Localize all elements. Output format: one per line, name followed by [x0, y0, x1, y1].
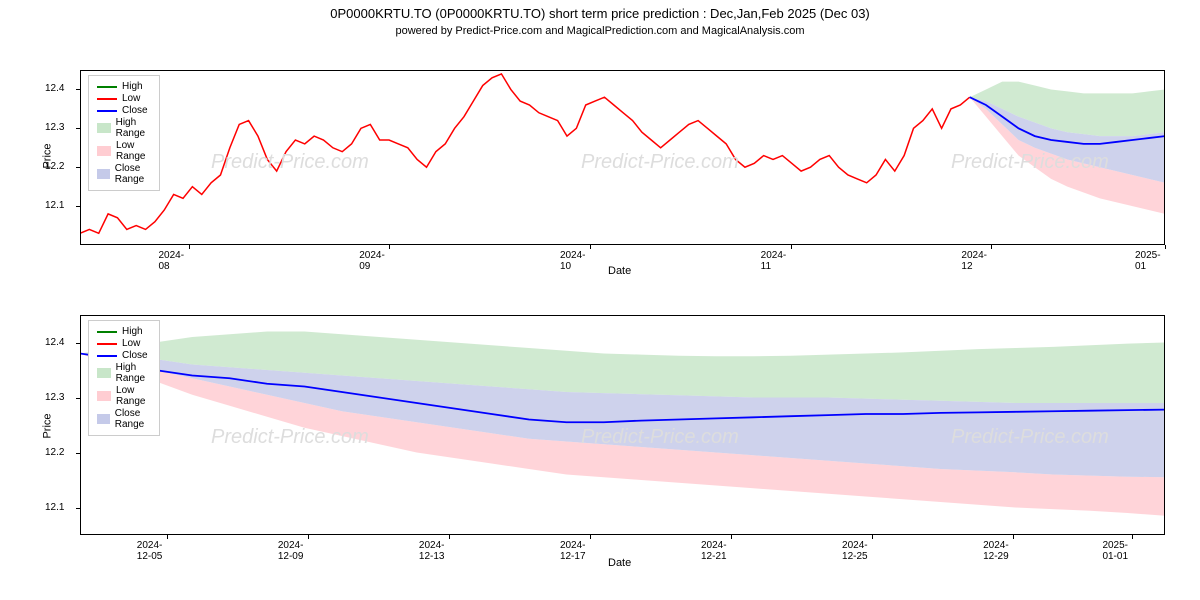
page-subtitle: powered by Predict-Price.com and Magical… [0, 25, 1200, 37]
legend-swatch [97, 86, 117, 88]
legend-item: Low [97, 338, 151, 349]
chart-1-xlabel: Date [608, 265, 631, 277]
legend-swatch [97, 98, 117, 100]
xtick-label: 2024-09 [359, 250, 385, 272]
chart-2-plot: Predict-Price.com Predict-Price.com Pred… [80, 315, 1165, 535]
xtick-label: 2024-08 [159, 250, 185, 272]
xtick-label: 2024-12-13 [419, 540, 445, 562]
watermark-2b: Predict-Price.com [581, 426, 739, 449]
legend-item: Low Range [97, 140, 151, 162]
legend-swatch [97, 123, 111, 133]
legend-label: High Range [116, 117, 152, 139]
page-title: 0P0000KRTU.TO (0P0000KRTU.TO) short term… [0, 6, 1200, 21]
legend-item: High [97, 81, 151, 92]
legend-label: Close [122, 105, 148, 116]
watermark-1a: Predict-Price.com [211, 151, 369, 174]
ytick-label: 12.1 [45, 200, 64, 211]
chart-2-legend: HighLowCloseHigh RangeLow RangeClose Ran… [88, 320, 160, 436]
legend-label: Low [122, 338, 140, 349]
legend-swatch [97, 414, 110, 424]
legend-swatch [97, 368, 111, 378]
chart-1-legend: HighLowCloseHigh RangeLow RangeClose Ran… [88, 75, 160, 191]
legend-label: High [122, 326, 143, 337]
legend-label: Close Range [115, 408, 152, 430]
xtick-label: 2024-12-29 [983, 540, 1009, 562]
legend-item: High Range [97, 362, 151, 384]
xtick-label: 2024-12-25 [842, 540, 868, 562]
legend-item: Low Range [97, 385, 151, 407]
xtick-label: 2024-12-09 [278, 540, 304, 562]
legend-item: Close [97, 350, 151, 361]
legend-item: High [97, 326, 151, 337]
watermark-1c: Predict-Price.com [951, 151, 1109, 174]
xtick-label: 2024-12-05 [137, 540, 163, 562]
legend-item: Close Range [97, 163, 151, 185]
chart-2-ylabel: Price [42, 413, 54, 438]
xtick-label: 2025-01-01 [1102, 540, 1128, 562]
legend-label: Low [122, 93, 140, 104]
ytick-label: 12.4 [45, 337, 64, 348]
ytick-label: 12.3 [45, 392, 64, 403]
ytick-label: 12.3 [45, 122, 64, 133]
xtick-label: 2024-12-21 [701, 540, 727, 562]
ytick-label: 12.1 [45, 502, 64, 513]
watermark-1b: Predict-Price.com [581, 151, 739, 174]
legend-label: Low Range [116, 385, 151, 407]
legend-item: High Range [97, 117, 151, 139]
legend-item: Close [97, 105, 151, 116]
xtick-label: 2024-12-17 [560, 540, 586, 562]
watermark-2a: Predict-Price.com [211, 426, 369, 449]
watermark-2c: Predict-Price.com [951, 426, 1109, 449]
legend-swatch [97, 343, 117, 345]
legend-swatch [97, 146, 111, 156]
xtick-label: 2025-01 [1135, 250, 1161, 272]
legend-swatch [97, 331, 117, 333]
xtick-label: 2024-11 [761, 250, 787, 272]
xtick-label: 2024-10 [560, 250, 586, 272]
legend-swatch [97, 355, 117, 357]
legend-label: Close [122, 350, 148, 361]
ytick-label: 12.2 [45, 447, 64, 458]
legend-label: Low Range [116, 140, 151, 162]
legend-label: Close Range [115, 163, 152, 185]
chart-2-xlabel: Date [608, 557, 631, 569]
ytick-label: 12.2 [45, 161, 64, 172]
legend-swatch [97, 391, 111, 401]
xtick-label: 2024-12 [961, 250, 987, 272]
legend-item: Low [97, 93, 151, 104]
legend-label: High Range [116, 362, 152, 384]
legend-label: High [122, 81, 143, 92]
legend-swatch [97, 110, 117, 112]
chart-1-plot: Predict-Price.com Predict-Price.com Pred… [80, 70, 1165, 245]
legend-swatch [97, 169, 110, 179]
legend-item: Close Range [97, 408, 151, 430]
ytick-label: 12.4 [45, 83, 64, 94]
